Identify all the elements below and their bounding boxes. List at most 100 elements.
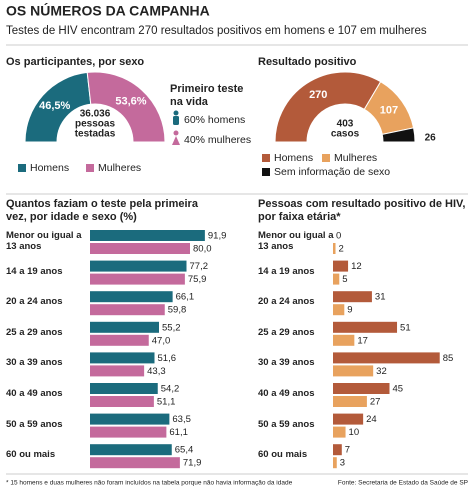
chart-title: Quantos faziam o teste pela primeira vez… [6,198,198,223]
category-label-box: 20 a 24 anos [6,296,63,308]
page-title: OS NÚMEROS DA CAMPANHA [6,2,210,19]
bar-label: 51 [400,322,411,333]
bar-label: 59,8 [168,305,187,316]
category-label: 50 a 59 anos [258,418,315,430]
category-label-box: Menor ou igual a 13 anos [6,229,82,252]
bar-label: 54,2 [161,384,180,395]
center-label: 36.036 [80,109,111,120]
bar [90,457,180,469]
legend-swatch [322,154,330,162]
source: Fonte: Secretaria de Estado da Saúde de … [338,480,468,487]
category-label-box: 60 ou mais [6,449,56,461]
category-label: 60 ou mais [258,449,308,461]
category-label-box: 25 a 29 anos [258,326,315,338]
bar-label: 10 [349,427,360,438]
category-label: 25 a 29 anos [258,326,315,338]
bar [333,444,342,456]
bar [90,243,190,254]
category-label: 40 a 49 anos [258,388,315,400]
person-icon [172,130,180,145]
legend-swatch [18,164,26,172]
bar [333,321,398,333]
bar-label: 61,1 [169,427,188,438]
bar [90,260,187,272]
category-label-box: Menor ou igual a 13 anos [258,229,334,252]
bar [333,383,390,394]
category-label: 50 a 59 anos [6,418,63,430]
bar-label: 71,9 [183,458,202,469]
bar [90,321,159,333]
legend-label: Homens [30,162,69,174]
legend-swatch [262,168,270,176]
bar-label: 91,9 [208,231,227,242]
center-label: casos [331,129,360,140]
bar [90,426,167,438]
category-label-box: 25 a 29 anos [6,326,63,338]
bar-label: 47,0 [152,335,171,346]
center-label: 403 [337,119,354,130]
bar-label: 43,3 [147,366,166,377]
bar-label: 0 [336,231,341,242]
bar [333,457,337,469]
category-label: 30 a 39 anos [258,357,315,369]
bar-label: 3 [340,458,345,469]
bar-label: 2 [339,244,344,255]
bar [90,304,165,316]
bar-label: 7 [345,445,350,456]
category-label-box: 60 ou mais [258,449,308,461]
slice-label: 53,6% [115,96,146,108]
bar [333,243,336,254]
category-label: Menor ou igual a 13 anos [258,229,334,252]
bar-label: 55,2 [162,322,181,333]
bar-label: 51,6 [158,353,177,364]
center-label: pessoas [75,119,115,130]
category-label-box: 30 a 39 anos [258,357,315,369]
bar-label: 31 [375,292,386,303]
annotation-item: 40% mulheres [184,134,251,146]
category-label-box: 50 a 59 anos [6,418,63,430]
bar [90,444,172,456]
bar [90,413,170,425]
page-subtitle: Testes de HIV encontram 270 resultados p… [6,25,427,37]
chart-title-box: Quantos faziam o teste pela primeira vez… [6,198,198,223]
bar [333,273,340,285]
bar-label: 77,2 [190,261,209,272]
category-label: 14 a 19 anos [258,265,315,277]
bar-label: 51,1 [157,397,176,408]
bar-label: 5 [342,274,347,285]
annotation-item: 60% homens [184,114,245,126]
legend-label: Sem informação de sexo [274,166,390,178]
bar [90,291,173,303]
bar [333,260,349,272]
bar-label: 27 [370,397,381,408]
bar-label: 66,1 [176,292,195,303]
slice-label: 46,5% [39,100,70,112]
bar [90,396,154,407]
bar [90,365,145,377]
category-label-box: 40 a 49 anos [6,388,63,399]
bar [333,352,440,364]
category-label: Menor ou igual a 13 anos [6,229,82,252]
category-label: 60 ou mais [6,449,56,461]
chart-title: Resultado positivo [258,56,357,68]
slice-label: 107 [380,105,398,117]
bar-label: 24 [366,414,377,425]
annotation-title-box: Primeiro teste na vida [170,83,243,108]
chart-title: Os participantes, por sexo [6,56,144,68]
bar [333,334,355,346]
bar [90,230,205,241]
bar [90,383,158,394]
category-label: 25 a 29 anos [6,326,63,338]
category-label-box: 50 a 59 anos [258,418,315,430]
chart-title: Pessoas com resultado positivo de HIV, p… [258,198,466,223]
category-label: 20 a 24 anos [6,296,63,308]
person-icon [173,110,179,125]
bar-label: 65,4 [175,445,194,456]
bar [333,365,374,377]
bar-label: 75,9 [188,274,207,285]
category-label-box: 14 a 19 anos [6,265,63,277]
category-label: 14 a 19 anos [6,265,63,277]
bar-label: 32 [376,366,387,377]
bar-label: 80,0 [193,244,212,255]
